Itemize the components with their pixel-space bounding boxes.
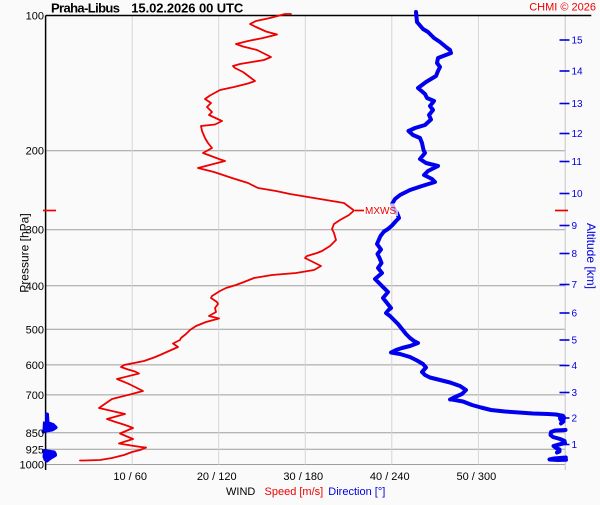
svg-text:5: 5 — [572, 336, 578, 347]
svg-text:Praha-Libus: Praha-Libus — [51, 1, 120, 16]
svg-text:40 / 240: 40 / 240 — [370, 471, 410, 483]
svg-text:300: 300 — [26, 225, 44, 237]
svg-text:14: 14 — [572, 67, 584, 78]
svg-text:9: 9 — [572, 221, 578, 232]
svg-text:MXWS: MXWS — [365, 206, 396, 217]
svg-text:12: 12 — [572, 129, 584, 140]
svg-text:Direction [°]: Direction [°] — [328, 486, 385, 498]
svg-text:850: 850 — [26, 428, 44, 440]
svg-text:400: 400 — [26, 281, 44, 293]
svg-text:13: 13 — [572, 99, 584, 110]
svg-text:Pressure [hPa]: Pressure [hPa] — [18, 213, 32, 292]
svg-text:1: 1 — [572, 440, 578, 451]
svg-text:Speed [m/s]: Speed [m/s] — [265, 486, 324, 498]
svg-text:CHMI © 2026: CHMI © 2026 — [529, 2, 596, 14]
svg-text:600: 600 — [26, 360, 44, 372]
svg-text:7: 7 — [572, 280, 578, 291]
svg-text:925: 925 — [26, 444, 44, 456]
svg-text:3: 3 — [572, 388, 578, 399]
svg-text:WIND: WIND — [226, 486, 255, 498]
svg-text:10 / 60: 10 / 60 — [113, 471, 147, 483]
svg-text:100: 100 — [26, 11, 44, 23]
svg-text:8: 8 — [572, 249, 578, 260]
svg-text:10: 10 — [572, 189, 584, 200]
svg-text:2: 2 — [572, 414, 578, 425]
svg-text:6: 6 — [572, 309, 578, 320]
svg-text:11: 11 — [572, 157, 583, 168]
svg-text:1000: 1000 — [20, 460, 44, 472]
svg-text:Altitude [km]: Altitude [km] — [584, 223, 598, 289]
svg-text:30 / 180: 30 / 180 — [283, 471, 323, 483]
svg-text:15.02.2026 00 UTC: 15.02.2026 00 UTC — [131, 1, 244, 16]
svg-text:500: 500 — [26, 324, 44, 336]
svg-text:4: 4 — [572, 361, 578, 372]
svg-text:50 / 300: 50 / 300 — [457, 471, 497, 483]
svg-text:15: 15 — [572, 36, 584, 47]
svg-text:700: 700 — [26, 390, 44, 402]
svg-text:200: 200 — [26, 146, 44, 158]
svg-text:20 / 120: 20 / 120 — [197, 471, 237, 483]
